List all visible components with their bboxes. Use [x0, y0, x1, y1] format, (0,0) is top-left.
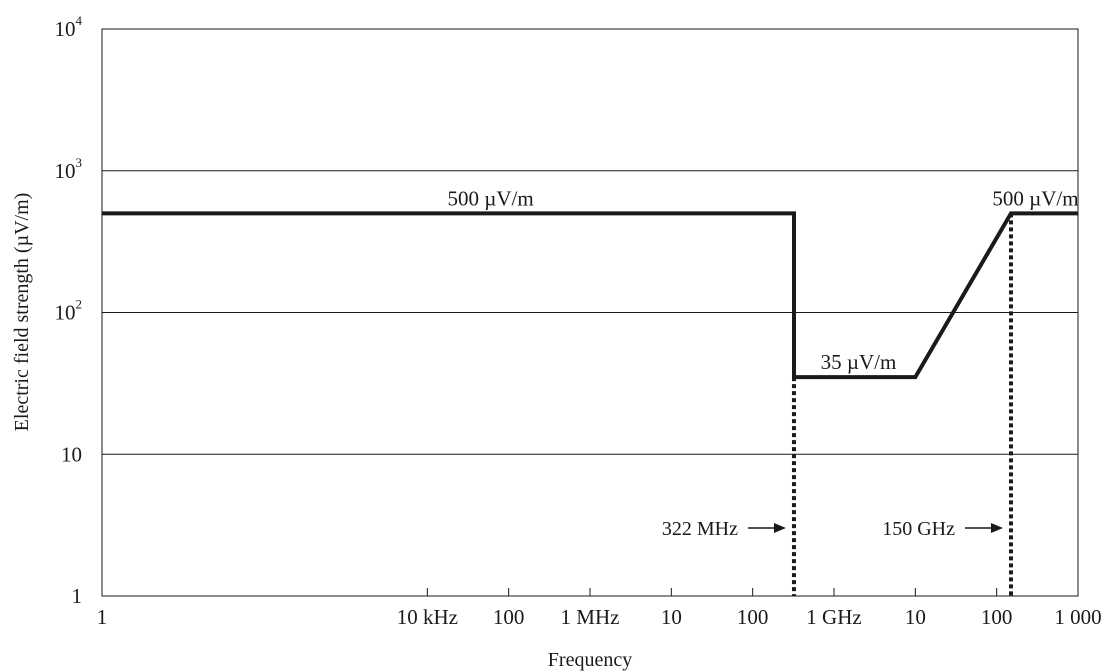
series-labels: 500 µV/m 35 µV/m 500 µV/m [448, 186, 1079, 374]
frequency-markers: 322 MHz 150 GHz [662, 213, 1013, 596]
x-tick-labels: 1 10 kHz 100 1 MHz 10 100 1 GHz 10 100 1 000 [97, 605, 1102, 629]
frequency-marker-label: 150 GHz [882, 518, 955, 540]
x-axis-title: Frequency [548, 649, 632, 671]
x-tick-label: 10 kHz [397, 605, 458, 629]
grid-layer [102, 170, 1078, 455]
y-tick-label: 103 [55, 155, 83, 183]
x-tick-label: 100 [981, 605, 1013, 629]
y-tick-label: 1 [72, 584, 83, 608]
x-tick-label: 1 GHz [806, 605, 861, 629]
y-tick-exponent: 2 [76, 297, 83, 312]
y-tick-exponent: 3 [76, 155, 83, 170]
x-tick-label: 1 [97, 605, 108, 629]
y-tick-label: 102 [55, 297, 83, 325]
arrow-head [773, 523, 786, 533]
y-tick-base: 10 [55, 17, 76, 41]
x-tick-label: 100 [737, 605, 769, 629]
y-tick-exponent: 4 [76, 13, 83, 28]
frequency-marker-label: 322 MHz [662, 518, 738, 540]
limit-series-line [102, 211, 1078, 380]
x-tick-label: 100 [493, 605, 525, 629]
y-axis-title: Electric field strength (µV/m) [11, 193, 33, 432]
y-tick-label: 104 [55, 13, 83, 41]
series-value-label: 500 µV/m [448, 186, 534, 210]
x-tick-marks [426, 588, 998, 596]
x-tick-label: 1 MHz [561, 605, 620, 629]
y-tick-label: 10 [61, 442, 82, 466]
y-tick-base: 10 [55, 301, 76, 325]
series-value-label: 500 µV/m [992, 186, 1078, 210]
x-tick-label: 10 [661, 605, 682, 629]
x-tick-label: 10 [905, 605, 926, 629]
y-tick-base: 10 [55, 159, 76, 183]
y-tick-base: 10 [61, 442, 82, 466]
y-tick-base: 1 [72, 584, 83, 608]
x-tick-label: 1 000 [1054, 605, 1101, 629]
series-value-label: 35 µV/m [821, 350, 897, 374]
arrow-head [990, 523, 1003, 533]
